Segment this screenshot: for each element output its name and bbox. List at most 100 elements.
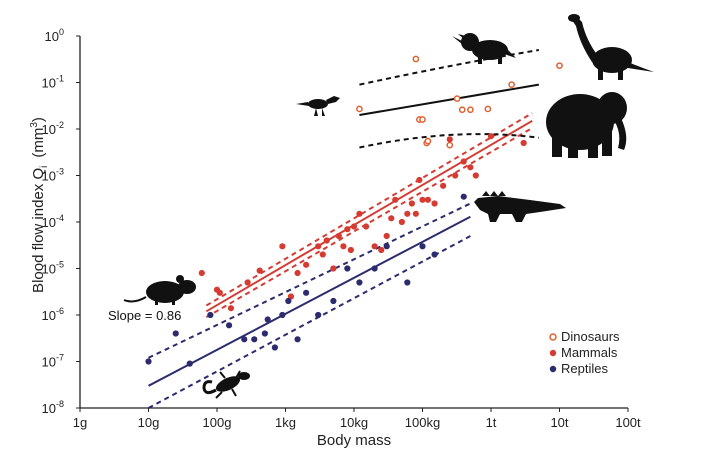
point-mammals: [452, 172, 459, 179]
point-reptiles: [383, 243, 390, 250]
y-tick-label: 10-8: [42, 399, 64, 416]
point-mammals: [392, 196, 399, 203]
fit-line-reptiles-solid: [148, 215, 471, 387]
sauropod-icon: [568, 14, 654, 80]
fit-line-dinosaurs-dashed: [359, 49, 540, 86]
point-mammals: [388, 215, 395, 222]
point-mammals: [383, 232, 390, 240]
point-reptiles: [371, 265, 378, 272]
y-tick-label: 10-2: [42, 120, 64, 137]
point-mammals: [216, 289, 223, 296]
point-reptiles: [186, 360, 193, 367]
x-tick-label: 1kg: [275, 415, 296, 430]
point-mammals: [520, 139, 527, 147]
point-mammals: [323, 237, 330, 244]
svg-text:Blood flow index Qi(mm3): Blood flow index Qi(mm3): [29, 117, 50, 293]
x-tick-label: 100g: [203, 415, 232, 430]
point-dinosaurs: [412, 55, 420, 63]
elephant-icon: [546, 92, 627, 158]
y-tick-label: 10-6: [42, 306, 64, 323]
point-mammals: [404, 210, 411, 217]
legend: Dinosaurs Mammals Reptiles: [549, 329, 620, 376]
y-tick-label: 10-5: [42, 260, 64, 277]
point-mammals: [287, 293, 295, 300]
point-mammals: [340, 243, 347, 250]
point-reptiles: [460, 193, 467, 200]
point-reptiles: [294, 336, 301, 343]
x-tick-label: 10kg: [340, 415, 368, 430]
point-dinosaurs: [458, 106, 466, 114]
point-dinosaurs: [446, 141, 454, 149]
fit-lines: [148, 49, 540, 409]
point-mammals: [472, 172, 479, 179]
point-dinosaurs: [453, 95, 461, 102]
legend-item-dinosaurs: Dinosaurs: [549, 329, 620, 344]
point-reptiles: [261, 330, 268, 337]
point-mammals: [424, 196, 432, 203]
x-tick-label: 10t: [550, 415, 568, 430]
point-reptiles: [431, 251, 438, 258]
point-reptiles: [251, 336, 258, 343]
legend-item-mammals: Mammals: [549, 345, 618, 360]
point-reptiles: [225, 322, 233, 329]
y-tick-label: 10-1: [42, 74, 64, 91]
point-reptiles: [264, 316, 271, 323]
point-mammals: [356, 210, 363, 217]
x-axis-title: Body mass: [317, 432, 391, 449]
point-mammals: [279, 243, 286, 250]
mouse-icon: [123, 275, 196, 305]
point-mammals: [460, 158, 467, 165]
point-mammals: [344, 226, 351, 233]
point-reptiles: [285, 297, 292, 305]
point-reptiles: [172, 330, 179, 337]
fit-line-reptiles-dashed: [148, 202, 471, 359]
x-tick-label: 100kg: [405, 415, 440, 430]
slope-annotation: Slope = 0.86: [108, 308, 181, 323]
y-tick-label: 10-7: [42, 353, 64, 370]
point-mammals: [371, 243, 378, 250]
point-mammals: [347, 246, 354, 254]
point-dinosaurs: [424, 137, 432, 145]
point-mammals: [446, 136, 453, 143]
point-reptiles: [303, 289, 310, 296]
point-mammals: [335, 232, 342, 240]
triceratops-icon: [452, 33, 516, 64]
point-mammals: [431, 200, 438, 207]
fit-line-dinosaurs-solid: [359, 83, 540, 116]
y-tick-label: 10-4: [42, 213, 64, 230]
x-tick-label: 10g: [138, 415, 160, 430]
point-mammals: [408, 200, 415, 207]
data-points: [145, 55, 563, 367]
point-mammals: [440, 182, 447, 189]
point-mammals: [398, 218, 405, 226]
fit-line-mammals-solid: [205, 119, 533, 313]
point-reptiles: [315, 311, 322, 319]
x-tick-label: 1t: [486, 415, 497, 430]
point-reptiles: [207, 311, 214, 319]
point-mammals: [412, 210, 419, 217]
point-mammals: [419, 196, 426, 203]
point-dinosaurs: [467, 106, 474, 114]
point-mammals: [487, 133, 495, 140]
point-mammals: [227, 305, 235, 312]
y-tick-label: 100: [45, 27, 64, 44]
legend-item-reptiles: Reptiles: [549, 361, 608, 376]
point-dinosaurs: [419, 116, 426, 123]
point-dinosaurs: [356, 105, 363, 113]
point-mammals: [198, 269, 205, 277]
point-mammals: [244, 279, 251, 286]
point-dinosaurs: [484, 105, 492, 113]
svg-text:Mammals: Mammals: [561, 345, 618, 360]
point-reptiles: [419, 243, 426, 250]
point-reptiles: [344, 265, 351, 272]
point-mammals: [294, 269, 301, 277]
point-mammals: [303, 261, 310, 268]
point-reptiles: [271, 344, 278, 351]
point-mammals: [330, 265, 337, 272]
lizard-icon: [202, 370, 250, 399]
point-reptiles: [279, 311, 286, 319]
point-mammals: [416, 176, 423, 184]
y-tick-label: 10-3: [42, 167, 64, 184]
point-reptiles: [145, 358, 152, 365]
